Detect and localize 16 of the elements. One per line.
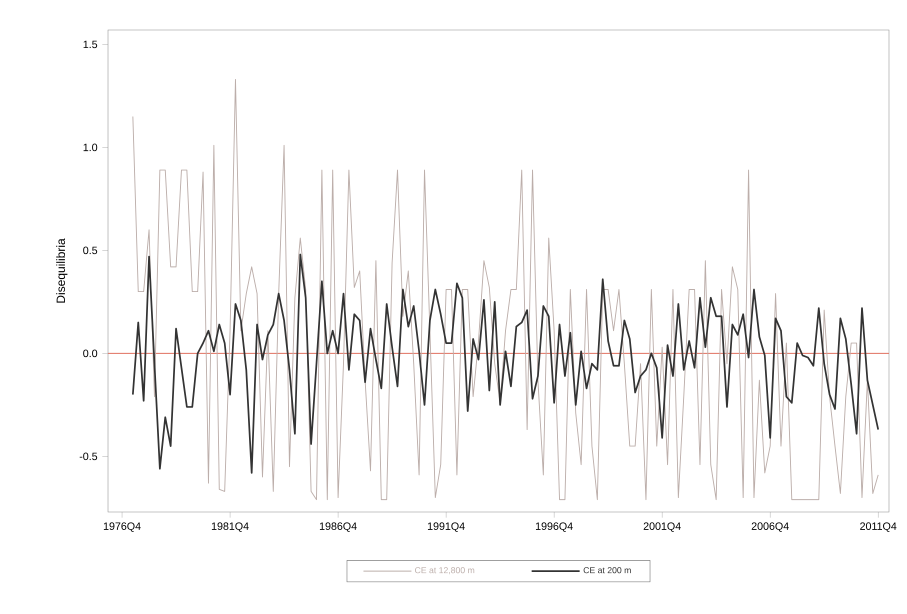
x-tick-label: 1986Q4: [320, 522, 357, 532]
y-tick-label: 0.0: [83, 350, 98, 358]
y-tick-label: -0.5: [80, 452, 98, 460]
y-axis-title: Disequilibria: [56, 238, 68, 303]
x-tick-label: 1981Q4: [212, 522, 249, 532]
x-tick-label: 2006Q4: [752, 522, 789, 532]
y-tick-label: 1.5: [84, 40, 98, 48]
x-tick-label: 2001Q4: [644, 522, 681, 532]
text: CE at 200 m: [584, 567, 631, 574]
text: CE at 12,800 m: [415, 567, 474, 574]
x-tick-label: 2011Q4: [860, 522, 896, 532]
x-tick-label: 1991Q4: [428, 522, 465, 532]
x-tick-label: 1996Q4: [536, 522, 573, 532]
y-tick-label: 0.5: [83, 246, 98, 254]
y-tick-label: 1.0: [84, 144, 98, 152]
x-tick-label: 1976Q4: [104, 522, 141, 532]
